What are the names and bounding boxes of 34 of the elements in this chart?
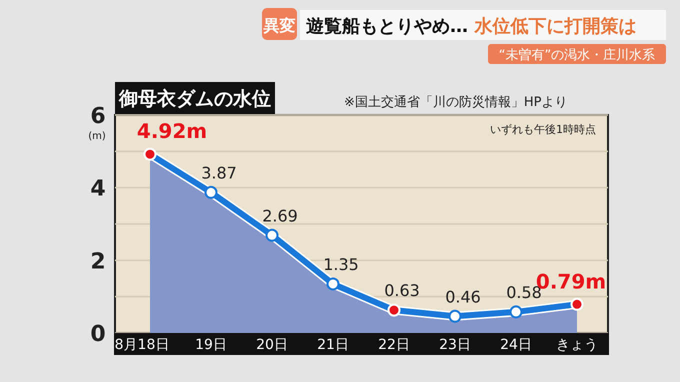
data-label: 0.63 [384, 281, 420, 300]
data-label: 1.35 [323, 254, 359, 274]
x-tick-label: 20日 [256, 337, 288, 353]
data-label: 2.69 [262, 206, 298, 226]
point [144, 148, 156, 161]
point [204, 186, 218, 199]
text: 遊覧船もとりやめ… [306, 16, 474, 37]
y-tick-label: 4 [90, 176, 106, 202]
data-label: 3.87 [201, 163, 237, 182]
y-tick-label: 0 [90, 322, 106, 347]
annotation: いずれも午後1時時点 [490, 123, 596, 136]
y-tick-label: 2 [90, 249, 106, 274]
y-axis-title: (m) [88, 131, 106, 142]
x-tick-label: 24日 [500, 337, 532, 353]
text: 水位低下に打開策は [473, 16, 636, 37]
x-tick-label: 8月18日 [114, 337, 170, 353]
x-tick-label: きょう [556, 337, 598, 353]
x-tick-label: 23日 [439, 337, 471, 353]
point [448, 310, 462, 323]
x-tick-label: 19日 [195, 337, 227, 353]
data-label: 0.46 [445, 287, 481, 306]
text: “未曽有”の渇水・庄川水系 [498, 47, 656, 63]
text: 異変 [262, 16, 296, 35]
chart-title: 御母衣ダムの水位 [118, 88, 271, 110]
point [388, 304, 400, 317]
point [510, 305, 522, 318]
point [266, 228, 278, 242]
point [570, 298, 584, 311]
data-label: 4.92m [136, 119, 208, 144]
x-tick-label: 22日 [378, 337, 410, 353]
x-tick-label: 21日 [317, 337, 349, 353]
y-tick-label: 6 [90, 104, 106, 129]
point [326, 277, 340, 290]
text: ※国土交通省「川の防災情報」HPより [344, 94, 568, 110]
